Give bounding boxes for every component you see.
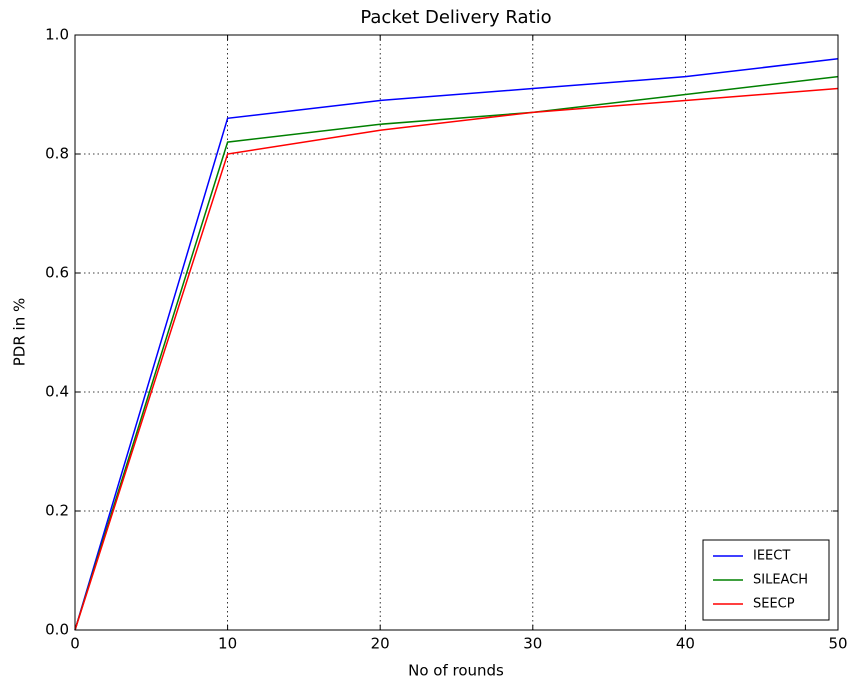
x-tick-label: 50: [828, 635, 847, 653]
legend-label: SILEACH: [753, 573, 808, 588]
chart-title: Packet Delivery Ratio: [360, 7, 551, 28]
y-tick-label: 0.4: [45, 383, 69, 401]
x-tick-label: 0: [70, 635, 80, 653]
x-tick-label: 30: [523, 635, 542, 653]
line-series: [74, 75, 839, 631]
line-series: [74, 87, 839, 631]
y-tick-label: 0.0: [45, 621, 69, 639]
x-axis-label: No of rounds: [408, 662, 504, 680]
x-tick-label: 10: [218, 635, 237, 653]
legend-label: IEECT: [753, 549, 790, 564]
plot-frame: [74, 34, 839, 631]
y-tick-label: 0.8: [45, 145, 69, 163]
y-tick-label: 0.2: [45, 502, 69, 520]
x-tick-label: 20: [371, 635, 390, 653]
y-tick-label: 0.6: [45, 264, 69, 282]
line-series: [74, 58, 839, 631]
y-axis-label: PDR in %: [11, 298, 29, 366]
x-tick-label: 40: [676, 635, 695, 653]
legend: IEECT SILEACH SEECP: [702, 539, 830, 621]
legend-label: SEECP: [753, 597, 795, 612]
y-tick-label: 1.0: [45, 26, 69, 44]
